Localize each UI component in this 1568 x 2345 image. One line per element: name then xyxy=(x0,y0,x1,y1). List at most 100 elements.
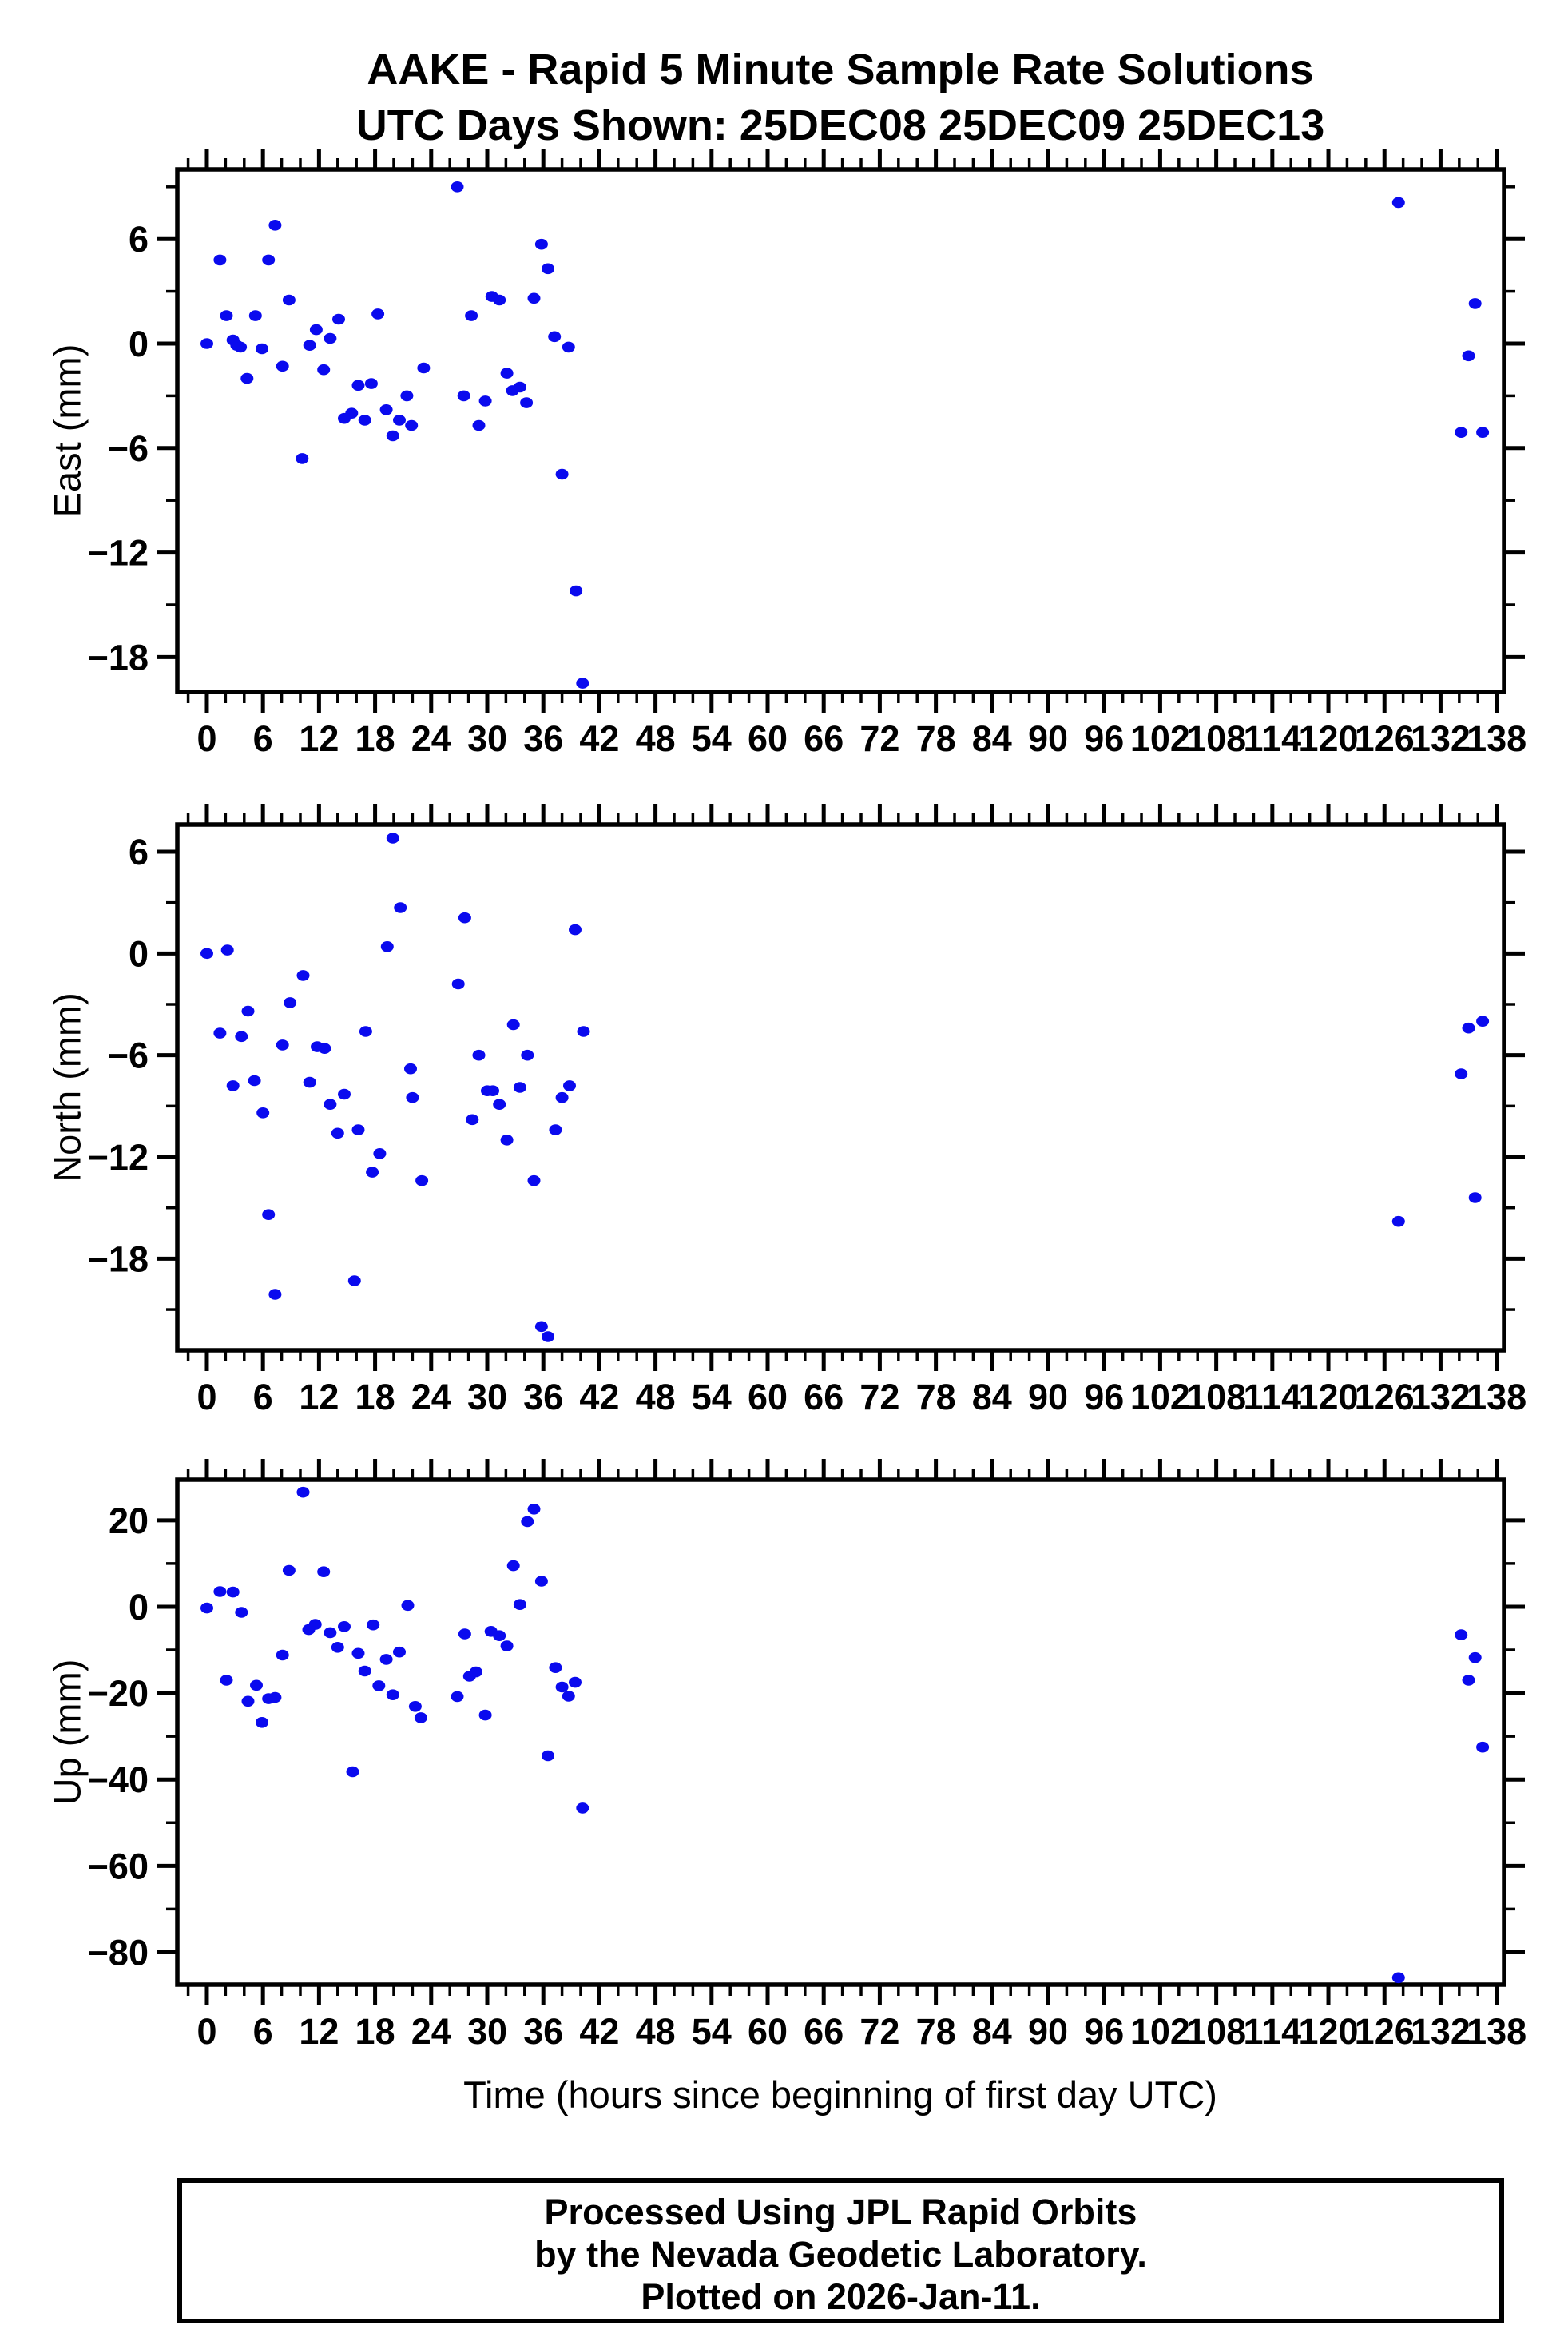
x-tick-label: 24 xyxy=(411,718,451,759)
x-tick-label: 24 xyxy=(411,2011,451,2052)
data-point xyxy=(405,419,419,431)
y-tick-label: 0 xyxy=(129,1587,149,1628)
data-point xyxy=(393,1646,406,1658)
data-point xyxy=(213,1027,227,1039)
data-point xyxy=(248,1075,261,1087)
data-point xyxy=(220,944,234,956)
y-tick-label: 6 xyxy=(129,832,149,872)
data-point xyxy=(451,978,465,990)
x-tick-label: 60 xyxy=(748,1377,788,1417)
data-point xyxy=(1391,197,1405,209)
data-point xyxy=(521,1516,534,1528)
x-tick-label: 54 xyxy=(692,1377,732,1417)
y-tick-label: −40 xyxy=(88,1759,149,1800)
data-point xyxy=(534,1321,548,1333)
data-point xyxy=(347,1275,361,1286)
x-tick-label: 60 xyxy=(748,2011,788,2052)
data-point xyxy=(576,678,589,689)
data-point xyxy=(220,310,233,321)
x-tick-label: 66 xyxy=(804,2011,844,2052)
y-tick-label: 20 xyxy=(109,1500,149,1541)
data-point xyxy=(500,1135,514,1146)
data-point xyxy=(555,468,569,480)
data-point xyxy=(282,294,296,306)
x-tick-label: 66 xyxy=(804,1377,844,1417)
up-axis-label: Up (mm) xyxy=(46,1659,89,1806)
data-point xyxy=(577,1026,590,1037)
data-point xyxy=(248,310,262,321)
data-point xyxy=(303,1076,316,1088)
data-point xyxy=(500,368,514,379)
data-point xyxy=(404,1063,417,1075)
data-point xyxy=(276,1039,289,1051)
x-tick-label: 102 xyxy=(1130,1377,1190,1417)
data-point xyxy=(1391,1215,1405,1227)
data-point xyxy=(296,1486,310,1498)
y-tick-label: −18 xyxy=(88,1238,149,1279)
data-point xyxy=(324,1099,337,1110)
data-point xyxy=(324,332,337,344)
data-point xyxy=(549,1662,562,1673)
data-point xyxy=(373,1148,387,1159)
data-point xyxy=(493,1630,506,1641)
data-point xyxy=(570,585,583,597)
data-point xyxy=(1476,427,1490,438)
data-point xyxy=(527,1174,541,1186)
data-point xyxy=(345,407,359,419)
data-point xyxy=(513,1082,526,1093)
x-tick-label: 6 xyxy=(253,2011,273,2052)
x-tick-label: 108 xyxy=(1186,1377,1246,1417)
x-tick-label: 48 xyxy=(636,1377,676,1417)
x-tick-label: 6 xyxy=(253,1377,273,1417)
east-points xyxy=(200,181,1490,689)
x-tick-label: 36 xyxy=(523,718,563,759)
x-tick-label: 30 xyxy=(467,718,507,759)
data-point xyxy=(262,254,276,266)
north-tick-labels: 0 6 12 18 24 30 36 42 48 54 60 66 72 78 84 90 96 10210811… xyxy=(88,832,1527,1417)
up-ticks xyxy=(157,1459,1525,2005)
data-point xyxy=(527,292,541,304)
x-tick-label: 108 xyxy=(1186,718,1246,759)
data-point xyxy=(417,362,431,374)
x-tick-label: 12 xyxy=(299,718,339,759)
data-point xyxy=(393,415,406,426)
east-tick-labels: 0 6 12 18 24 30 36 42 48 54 60 66 72 78 84 90 96 10210811… xyxy=(88,219,1527,759)
x-tick-label: 120 xyxy=(1298,718,1358,759)
data-point xyxy=(469,1666,482,1678)
data-point xyxy=(234,341,248,353)
data-point xyxy=(358,415,371,426)
x-tick-label: 72 xyxy=(859,2011,899,2052)
data-point xyxy=(296,453,309,464)
data-point xyxy=(542,1750,554,1762)
up-tick-labels: 0 6 12 18 24 30 36 42 48 54 60 66 72 78 84 90 96 10210811… xyxy=(88,1500,1527,2052)
data-point xyxy=(534,1576,548,1587)
y-tick-label: 0 xyxy=(129,933,149,974)
data-point xyxy=(268,1289,282,1300)
data-point xyxy=(262,1209,276,1220)
x-tick-label: 0 xyxy=(196,2011,216,2052)
east-ticks xyxy=(157,149,1525,713)
x-tick-label: 42 xyxy=(579,1377,619,1417)
data-point xyxy=(1476,1741,1490,1753)
data-point xyxy=(534,238,548,250)
data-point xyxy=(472,419,486,431)
x-tick-label: 24 xyxy=(411,1377,451,1417)
x-tick-label: 126 xyxy=(1355,1377,1415,1417)
data-point xyxy=(569,1676,582,1688)
north-points xyxy=(200,833,1490,1342)
x-tick-label: 48 xyxy=(636,718,676,759)
data-point xyxy=(226,1586,240,1598)
east-plot-frame xyxy=(175,167,1506,694)
data-point xyxy=(379,1654,393,1665)
data-point xyxy=(331,1642,344,1653)
data-point xyxy=(1462,1675,1475,1686)
data-point xyxy=(308,1619,322,1630)
footer-line-2: by the Nevada Geodetic Laboratory. xyxy=(534,2234,1147,2275)
x-tick-label: 48 xyxy=(636,2011,676,2052)
y-tick-label: 0 xyxy=(129,324,149,364)
x-tick-label: 78 xyxy=(916,718,956,759)
data-point xyxy=(562,341,575,353)
data-point xyxy=(478,1709,492,1721)
data-point xyxy=(458,1628,471,1640)
